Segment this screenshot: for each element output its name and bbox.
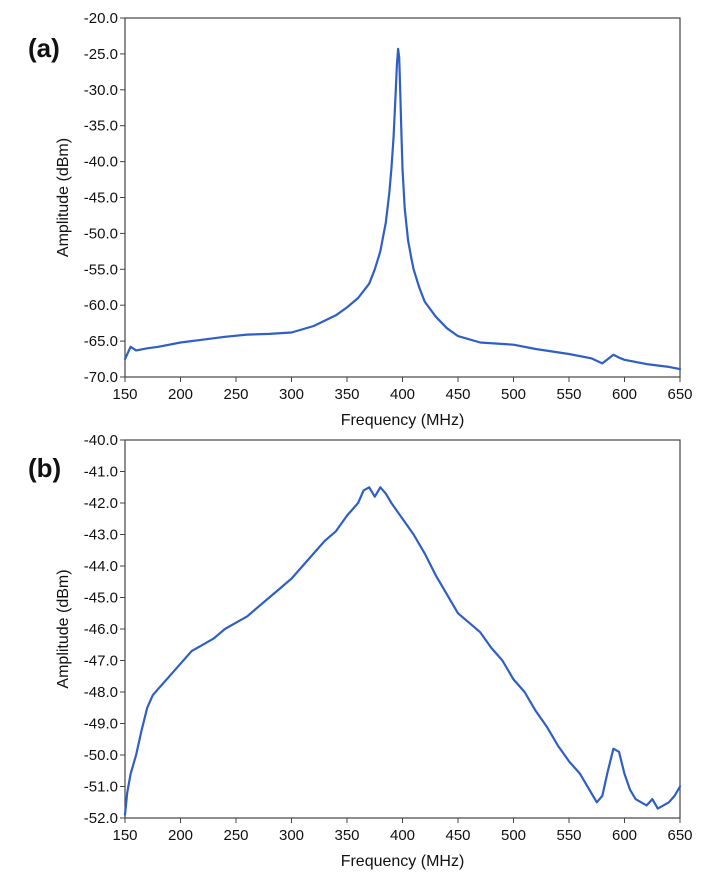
y-tick-label: -40.0: [84, 154, 118, 171]
y-tick-label: -60.0: [84, 297, 118, 314]
x-tick-label: 550: [556, 827, 581, 844]
x-tick-label: 300: [279, 386, 304, 403]
y-tick-label: -48.0: [84, 684, 118, 701]
y-tick-label: -40.0: [84, 432, 118, 449]
x-tick-label: 650: [667, 827, 692, 844]
y-tick-label: -70.0: [84, 369, 118, 386]
x-tick-label: 200: [168, 827, 193, 844]
x-tick-label: 150: [112, 386, 137, 403]
plot-frame: [124, 17, 681, 378]
x-tick-label: 350: [334, 827, 359, 844]
x-tick-label: 250: [223, 386, 248, 403]
y-tick-label: -51.0: [84, 779, 118, 796]
panel-label: (b): [28, 453, 61, 483]
y-tick-label: -25.0: [84, 46, 118, 63]
y-tick-label: -43.0: [84, 527, 118, 544]
x-tick-label: 450: [445, 386, 470, 403]
y-tick-label: -20.0: [84, 10, 118, 27]
y-tick-label: -52.0: [84, 810, 118, 827]
y-tick-label: -45.0: [84, 190, 118, 207]
x-tick-label: 200: [168, 386, 193, 403]
y-axis-title: Amplitude (dBm): [55, 138, 72, 257]
panel-a: -20.0 -25.0 -30.0 -35.0 -40.0 -45.0 -50.0 -55.0…: [28, 10, 693, 429]
panel-label: (a): [28, 33, 60, 63]
x-axis-title: Frequency (MHz): [341, 412, 465, 429]
x-tick-label: 600: [612, 827, 637, 844]
x-axis-title: Frequency (MHz): [341, 853, 465, 870]
x-tick-label: 650: [667, 386, 692, 403]
y-tick-label: -44.0: [84, 558, 118, 575]
x-tick-label: 400: [390, 827, 415, 844]
panel-b: -40.0 -41.0 -42.0 -43.0 -44.0 -45.0 -46.0 -47.0…: [28, 432, 693, 870]
x-tick-label: 500: [501, 827, 526, 844]
y-tick-label: -65.0: [84, 333, 118, 350]
x-tick-label: 600: [612, 386, 637, 403]
y-tick-label: -49.0: [84, 716, 118, 733]
x-tick-label: 550: [556, 386, 581, 403]
series-line: [123, 486, 682, 816]
y-tick-label: -30.0: [84, 82, 118, 99]
y-tick-label: -42.0: [84, 495, 118, 512]
y-tick-label: -50.0: [84, 747, 118, 764]
y-tick-label: -47.0: [84, 653, 118, 670]
y-tick-label: -55.0: [84, 261, 118, 278]
x-tick-label: 250: [223, 827, 248, 844]
x-tick-label: 300: [279, 827, 304, 844]
y-tick-label: -41.0: [84, 464, 118, 481]
y-tick-label: -35.0: [84, 118, 118, 135]
y-tick-label: -50.0: [84, 225, 118, 242]
x-tick-label: 450: [445, 827, 470, 844]
x-tick-label: 500: [501, 386, 526, 403]
y-tick-label: -46.0: [84, 621, 118, 638]
y-axis-title: Amplitude (dBm): [55, 569, 72, 688]
x-tick-label: 400: [390, 386, 415, 403]
x-tick-label: 350: [334, 386, 359, 403]
y-tick-label: -45.0: [84, 590, 118, 607]
plot-frame: [124, 439, 681, 819]
series-line: [123, 47, 682, 371]
x-tick-label: 150: [112, 827, 137, 844]
